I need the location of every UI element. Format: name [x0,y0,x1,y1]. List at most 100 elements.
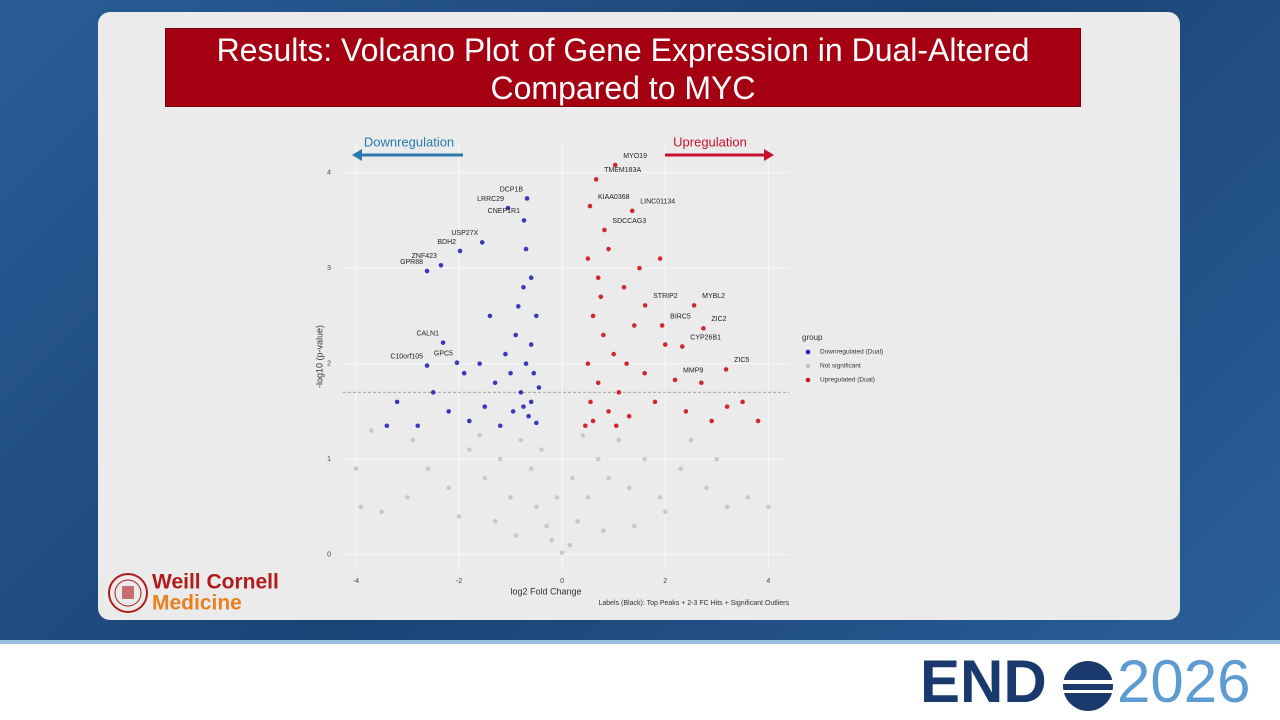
point [505,205,511,211]
point-label: KIAA0368 [598,194,630,201]
point-label: CYP26B1 [690,334,721,341]
y-axis-label: -log10 (p-value) [314,325,324,388]
point [394,399,400,405]
point [567,542,573,548]
point [531,370,537,376]
point-label: TMEM183A [604,167,641,174]
point [379,509,384,514]
point [590,313,596,319]
point [616,390,622,395]
point-label: MYBL2 [702,293,725,300]
point [642,370,647,376]
point [521,404,526,409]
point [740,399,745,405]
point [534,504,539,510]
x-tick-label: 0 [560,578,564,585]
point [585,361,591,366]
x-tick-label: -4 [353,578,359,585]
point [353,466,359,472]
x-axis-label: log2 Fold Change [510,586,581,596]
point [523,246,529,252]
point [642,303,648,308]
point [482,475,488,481]
point [477,432,482,438]
point [602,227,607,233]
point [438,262,444,268]
point [508,495,513,500]
point [632,323,637,328]
point [570,475,575,481]
point [580,432,586,438]
point-label: STRIP2 [653,293,678,300]
point [593,177,599,182]
point [704,485,709,491]
point [528,275,534,281]
point [724,404,730,409]
point-label: ZIC2 [711,316,726,323]
point [699,380,704,386]
point [672,377,678,383]
annotation: Downregulation [364,134,454,149]
point [723,367,729,372]
point [612,162,618,168]
point [358,504,364,510]
point [424,268,430,274]
point [601,528,606,534]
x-tick-label: 2 [663,578,667,585]
point [595,456,601,462]
brand-o [1063,661,1113,711]
point [554,495,560,500]
point [745,495,751,500]
point [709,418,714,424]
logo-text: Medicine [152,592,242,615]
point [766,504,771,510]
point [415,423,421,429]
point [679,344,685,349]
point-label: CALN1 [416,330,439,337]
point [595,275,601,281]
point [683,409,689,414]
legend-swatch [805,363,811,369]
point [534,420,539,426]
point [487,313,493,319]
point-label: ZNF423 [412,253,437,260]
point-label: GPR88 [400,259,423,266]
point [652,399,658,405]
point [637,265,642,271]
point [384,423,390,429]
point [590,418,596,424]
point [585,256,591,261]
point-label: C10orf105 [390,353,423,360]
point [513,332,519,338]
point [528,466,534,472]
point [424,363,430,368]
logo: Weill Cornell Medicine [108,571,279,615]
point [513,533,519,538]
point [613,423,619,429]
logo-text: Weill Cornell [152,571,279,594]
point [621,284,627,290]
point [528,399,534,405]
logo-seal-inner [114,579,142,607]
point-label: MMP9 [683,368,703,375]
point [588,399,593,405]
point [477,361,482,366]
logo-shield [122,586,134,599]
point [497,456,503,462]
point-label: BIRC5 [670,313,691,320]
point [534,313,539,319]
point [410,437,415,443]
point [611,351,616,357]
point [587,203,593,209]
point [626,413,632,419]
point [539,447,544,452]
point [662,509,668,514]
point [440,340,446,345]
point [714,456,720,462]
point [492,380,498,386]
point [626,485,632,491]
point [446,409,451,414]
point [659,323,665,328]
annotation: Upregulation [673,134,747,149]
